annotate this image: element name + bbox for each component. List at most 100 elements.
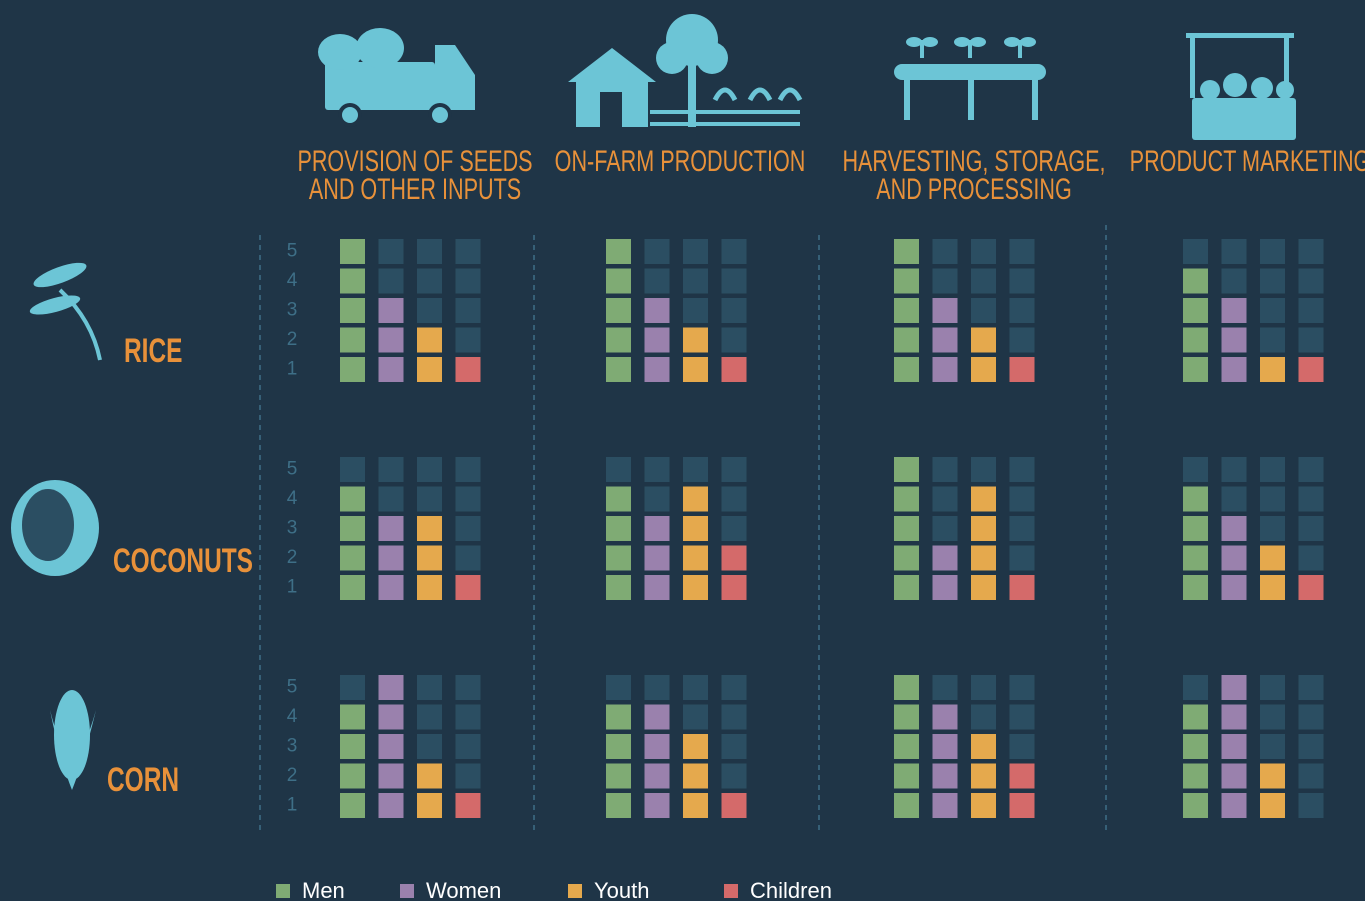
empty-square (1260, 298, 1285, 323)
unit-square (971, 764, 996, 789)
unit-square (933, 575, 958, 600)
unit-square (645, 298, 670, 323)
empty-square (456, 734, 481, 759)
unit-square (894, 675, 919, 700)
unit-square (1260, 575, 1285, 600)
empty-square (456, 298, 481, 323)
unit-square (379, 793, 404, 818)
unit-column (645, 705, 670, 819)
empty-square (1260, 269, 1285, 294)
stage-title: AND OTHER INPUTS (309, 171, 521, 205)
unit-square (606, 793, 631, 818)
unit-square (894, 239, 919, 264)
y-tick-label: 5 (287, 459, 298, 480)
unit-column (933, 546, 958, 601)
stage-title: AND PROCESSING (876, 171, 1072, 205)
unit-square (1222, 575, 1247, 600)
empty-square (1260, 516, 1285, 541)
unit-column (1260, 546, 1285, 601)
empty-square (606, 457, 631, 482)
y-tick-label: 3 (287, 300, 298, 321)
empty-square (1260, 328, 1285, 353)
rice-icon (28, 258, 100, 360)
unit-square (645, 793, 670, 818)
unit-square (379, 516, 404, 541)
unit-column (894, 675, 919, 818)
unit-column (1299, 357, 1324, 382)
unit-square (1222, 516, 1247, 541)
empty-square (1260, 675, 1285, 700)
legend-swatch (276, 884, 290, 898)
unit-square (683, 575, 708, 600)
unit-column (1260, 357, 1285, 382)
y-tick-label: 3 (287, 518, 298, 539)
unit-column (645, 516, 670, 600)
stage-title: PRODUCT MARKETING (1130, 143, 1365, 177)
empty-square (1010, 487, 1035, 512)
empty-square (340, 675, 365, 700)
unit-square (645, 764, 670, 789)
unit-square (971, 516, 996, 541)
unit-column (1010, 575, 1035, 600)
unit-square (340, 575, 365, 600)
unit-column (379, 298, 404, 382)
empty-square (1010, 546, 1035, 571)
empty-square (340, 457, 365, 482)
empty-square (722, 298, 747, 323)
unit-square (971, 328, 996, 353)
empty-square (722, 516, 747, 541)
unit-column (1222, 516, 1247, 600)
unit-column (933, 705, 958, 819)
empty-square (933, 269, 958, 294)
unit-column (894, 457, 919, 600)
unit-square (1183, 546, 1208, 571)
unit-column (340, 239, 365, 382)
empty-square (1299, 269, 1324, 294)
empty-square (933, 516, 958, 541)
unit-square (683, 328, 708, 353)
legend-swatch (400, 884, 414, 898)
unit-square (894, 793, 919, 818)
unit-square (971, 546, 996, 571)
empty-square (456, 516, 481, 541)
unit-square (606, 516, 631, 541)
legend-swatch (568, 884, 582, 898)
empty-square (1010, 457, 1035, 482)
unit-square (379, 298, 404, 323)
empty-square (1010, 298, 1035, 323)
unit-column (417, 516, 442, 600)
unit-square (340, 269, 365, 294)
unit-square (456, 357, 481, 382)
unit-square (606, 328, 631, 353)
empty-square (1183, 675, 1208, 700)
unit-column (894, 239, 919, 382)
unit-column (606, 705, 631, 819)
empty-square (645, 457, 670, 482)
empty-square (456, 457, 481, 482)
empty-square (456, 239, 481, 264)
empty-square (417, 239, 442, 264)
unit-column (456, 793, 481, 818)
empty-square (1299, 705, 1324, 730)
unit-column (456, 575, 481, 600)
empty-square (379, 457, 404, 482)
stage-title-group: ON-FARM PRODUCTION (555, 143, 806, 177)
unit-square (417, 793, 442, 818)
unit-square (379, 734, 404, 759)
unit-square (894, 734, 919, 759)
unit-square (1222, 357, 1247, 382)
empty-square (722, 675, 747, 700)
y-tick-label: 1 (287, 577, 298, 598)
unit-square (606, 546, 631, 571)
unit-square (1183, 357, 1208, 382)
empty-square (1260, 734, 1285, 759)
crop-label: COCONUTS (113, 542, 253, 580)
corn-icon (50, 690, 96, 790)
unit-square (417, 575, 442, 600)
unit-square (1183, 516, 1208, 541)
unit-square (379, 328, 404, 353)
unit-square (1222, 734, 1247, 759)
empty-square (417, 675, 442, 700)
empty-square (933, 487, 958, 512)
empty-square (417, 487, 442, 512)
